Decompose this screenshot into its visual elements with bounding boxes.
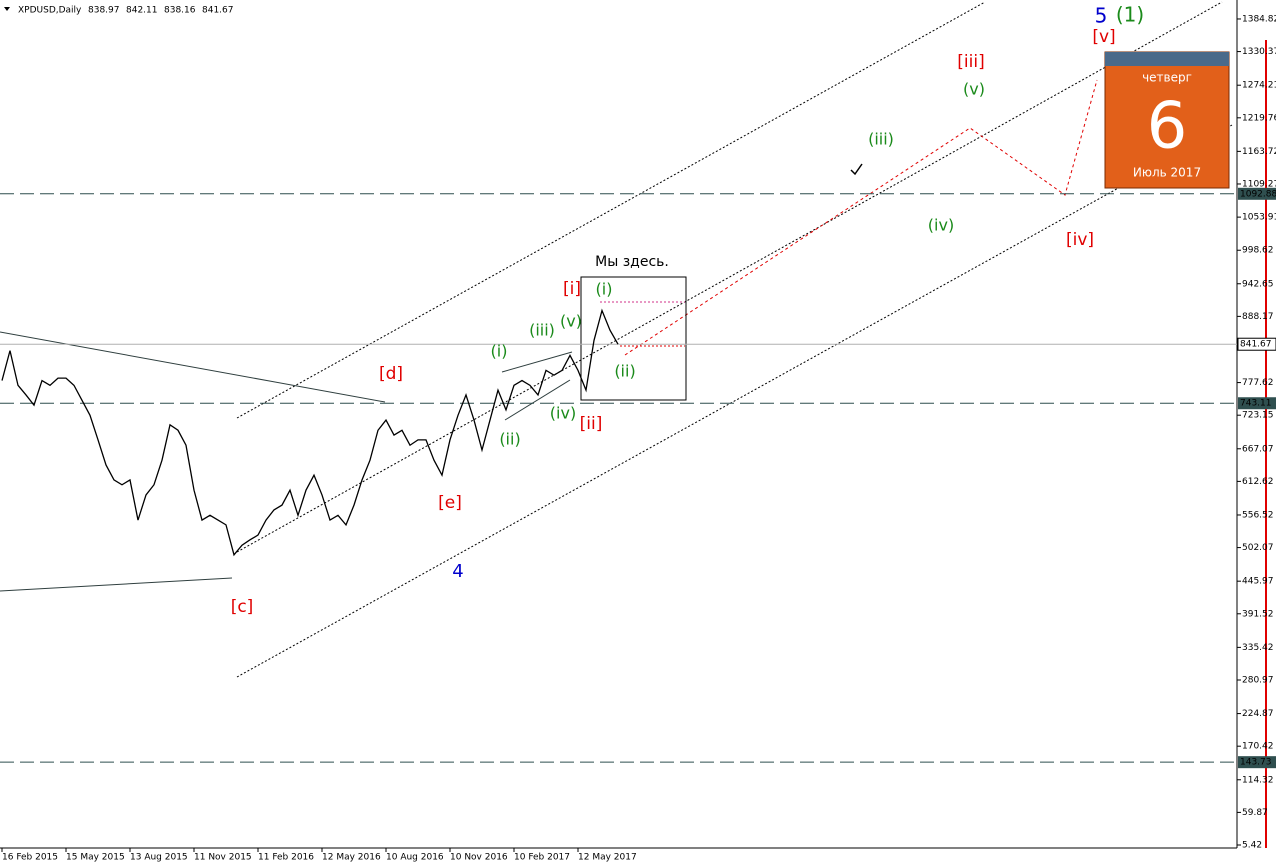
channel-lower: [236, 124, 1233, 678]
channel-middle: [236, 1, 1223, 553]
y-tick-label: 280.97: [1242, 675, 1274, 685]
channel-upper: [236, 1, 986, 419]
wave-label: 5: [1095, 4, 1108, 28]
y-tick-label: 114.32: [1242, 775, 1274, 785]
triangle-upper: [0, 331, 386, 403]
y-tick-label: 888.17: [1242, 312, 1274, 322]
level-tag: [1238, 187, 1276, 200]
y-tick-label: 556.52: [1242, 510, 1274, 520]
y-tick-label: 59.87: [1242, 808, 1268, 818]
y-tick-label: 1219.76: [1242, 113, 1276, 123]
x-tick-label: 13 Aug 2015: [130, 853, 188, 863]
calendar: четверг 6 Июль 2017: [1104, 51, 1230, 189]
wave-label: [ii]: [580, 414, 603, 434]
wave-label: [v]: [1092, 27, 1115, 47]
wave-label: [e]: [438, 493, 462, 513]
y-tick-label: 5.42: [1242, 840, 1262, 850]
wave-label: (ii): [499, 430, 520, 449]
ohlc-value: 838.97: [88, 6, 120, 16]
wave-label: (v): [963, 80, 985, 99]
x-tick-label: 12 May 2017: [578, 853, 637, 863]
wave-label: (iv): [550, 404, 576, 423]
y-tick-label: 502.07: [1242, 543, 1274, 553]
calendar-weekday: четверг: [1142, 71, 1192, 85]
y-tick-label: 1053.91: [1242, 213, 1276, 223]
calendar-month: Июль 2017: [1133, 166, 1201, 180]
calendar-day: 6: [1147, 90, 1188, 164]
ohlc-value: 842.11: [126, 6, 158, 16]
wave-label: 4: [452, 561, 463, 582]
wave-label: (iv): [928, 216, 954, 235]
y-tick-label: 391.52: [1242, 609, 1274, 619]
y-tick-label: 170.42: [1242, 742, 1274, 752]
wave-label: (ii): [614, 362, 635, 381]
y-tick-label: 1163.72: [1242, 147, 1276, 157]
x-tick-label: 16 Feb 2015: [2, 853, 58, 863]
calendar-body: [1104, 51, 1230, 189]
wave-label: (i): [596, 280, 613, 299]
wave-label: [d]: [379, 364, 403, 384]
y-tick-label: 445.97: [1242, 577, 1274, 587]
y-tick-label: 1384.82: [1242, 14, 1276, 24]
here-box: [580, 276, 687, 401]
x-tick-label: 10 Aug 2016: [386, 853, 444, 863]
wave-label: Мы здесь.: [595, 254, 669, 270]
x-tick-label: 11 Nov 2015: [194, 853, 252, 863]
wave-label: [i]: [563, 279, 581, 299]
ohlc-value: 838.16: [164, 6, 196, 16]
wave-label: [iii]: [957, 52, 984, 72]
wave-label: [c]: [231, 597, 254, 617]
ohlc-value: 841.67: [202, 6, 234, 16]
checkmark: [850, 163, 863, 176]
level-tag: [1238, 397, 1276, 410]
y-tick-label: 612.62: [1242, 477, 1274, 487]
y-tick-label: 942.65: [1242, 279, 1274, 289]
trend-lines: [0, 1, 1233, 678]
level-label: 743.11: [1240, 399, 1272, 409]
x-tick-label: 12 May 2016: [322, 853, 381, 863]
wave-label: (v): [560, 312, 582, 331]
wave-label: (1): [1116, 3, 1144, 27]
wedge-upper: [501, 351, 573, 373]
y-tick-label: 1330.37: [1242, 47, 1276, 57]
y-tick-label: 224.87: [1242, 709, 1274, 719]
y-tick-label: 1274.21: [1242, 81, 1276, 91]
x-tick-label: 11 Feb 2016: [258, 853, 314, 863]
triangle-lower: [0, 577, 233, 592]
wedge-lower: [504, 379, 571, 421]
y-tick-label: 1109.27: [1242, 179, 1276, 189]
wave-label: (iii): [868, 130, 894, 149]
projection: [624, 79, 1098, 356]
x-tick-label: 15 May 2015: [66, 853, 125, 863]
wave-label: (i): [491, 342, 508, 361]
last-price-label: 841.67: [1240, 340, 1272, 350]
wave-label: [iv]: [1066, 230, 1094, 250]
y-tick-label: 998.62: [1242, 246, 1274, 256]
level-tag: [1238, 756, 1276, 769]
y-tick-label: 723.15: [1242, 411, 1274, 421]
y-tick-label: 777.62: [1242, 378, 1274, 388]
y-tick-label: 335.42: [1242, 643, 1274, 653]
level-label: 1092.88: [1240, 189, 1276, 199]
x-tick-label: 10 Feb 2017: [514, 853, 570, 863]
x-tick-label: 10 Nov 2016: [450, 853, 508, 863]
level-label: 143.73: [1240, 758, 1272, 768]
wave-label: (iii): [529, 321, 555, 340]
calendar-binding: [1105, 52, 1229, 66]
menu-arrow[interactable]: [4, 7, 10, 11]
price-line: [1, 308, 619, 557]
chart-title: XPDUSD,Daily: [18, 6, 82, 16]
y-tick-label: 667.07: [1242, 444, 1274, 454]
last-price-tag: [1237, 337, 1276, 351]
